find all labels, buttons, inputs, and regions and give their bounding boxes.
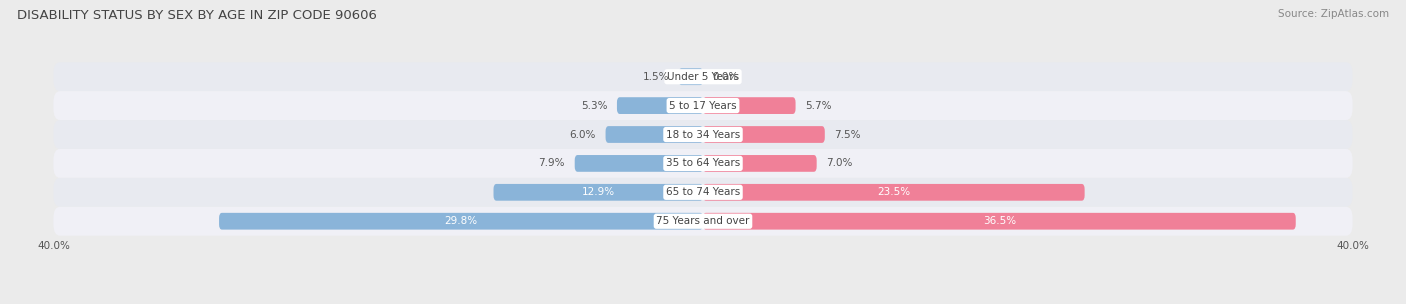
FancyBboxPatch shape [53,91,1353,120]
FancyBboxPatch shape [703,213,1296,230]
Text: 7.0%: 7.0% [827,158,853,168]
FancyBboxPatch shape [53,178,1353,207]
Text: 0.0%: 0.0% [713,72,740,82]
Text: 23.5%: 23.5% [877,187,910,197]
Text: 1.5%: 1.5% [643,72,669,82]
FancyBboxPatch shape [703,97,796,114]
Text: 6.0%: 6.0% [569,130,596,140]
Text: 5 to 17 Years: 5 to 17 Years [669,101,737,111]
Text: 5.3%: 5.3% [581,101,607,111]
FancyBboxPatch shape [53,207,1353,236]
FancyBboxPatch shape [494,184,703,201]
Text: 35 to 64 Years: 35 to 64 Years [666,158,740,168]
FancyBboxPatch shape [53,120,1353,149]
Text: 75 Years and over: 75 Years and over [657,216,749,226]
FancyBboxPatch shape [617,97,703,114]
FancyBboxPatch shape [53,149,1353,178]
Text: 7.9%: 7.9% [538,158,565,168]
Text: 29.8%: 29.8% [444,216,478,226]
FancyBboxPatch shape [703,184,1084,201]
Text: DISABILITY STATUS BY SEX BY AGE IN ZIP CODE 90606: DISABILITY STATUS BY SEX BY AGE IN ZIP C… [17,9,377,22]
Text: Source: ZipAtlas.com: Source: ZipAtlas.com [1278,9,1389,19]
Text: 18 to 34 Years: 18 to 34 Years [666,130,740,140]
Text: Under 5 Years: Under 5 Years [666,72,740,82]
Text: 12.9%: 12.9% [582,187,614,197]
FancyBboxPatch shape [703,155,817,172]
FancyBboxPatch shape [575,155,703,172]
Text: 5.7%: 5.7% [806,101,832,111]
Text: 65 to 74 Years: 65 to 74 Years [666,187,740,197]
FancyBboxPatch shape [703,126,825,143]
Text: 7.5%: 7.5% [835,130,860,140]
FancyBboxPatch shape [606,126,703,143]
FancyBboxPatch shape [53,62,1353,91]
FancyBboxPatch shape [679,68,703,85]
FancyBboxPatch shape [219,213,703,230]
Text: 36.5%: 36.5% [983,216,1017,226]
